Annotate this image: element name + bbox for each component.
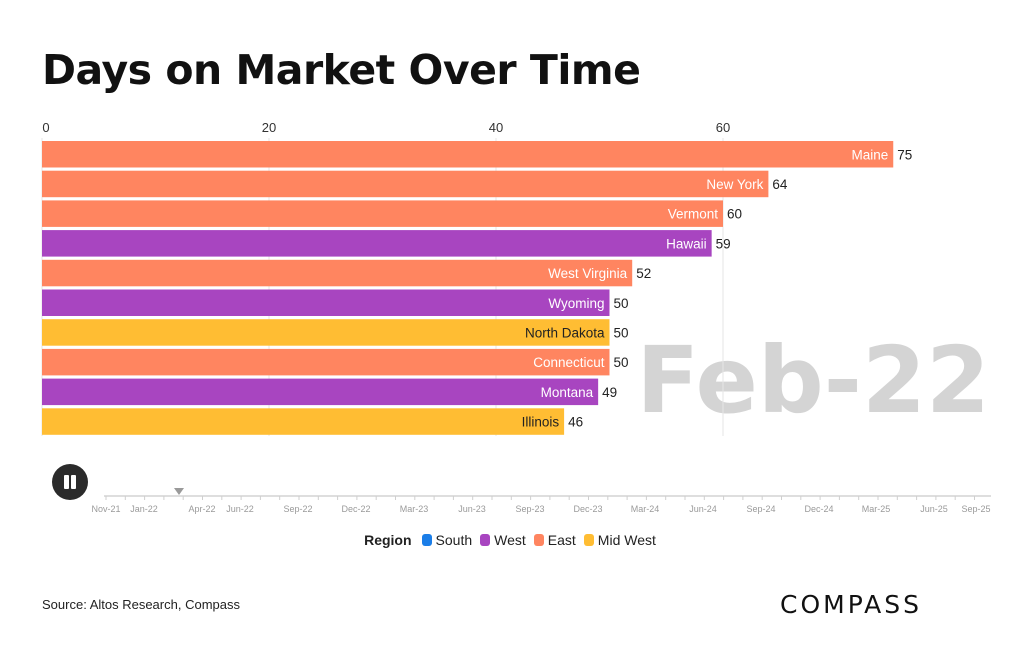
legend-label-mid-west: Mid West (597, 532, 656, 548)
bar-value-label: 59 (716, 236, 731, 251)
bar (42, 348, 610, 376)
timeline-tick-label: Jun-22 (226, 504, 254, 514)
timeline-tick-label: Mar-25 (862, 504, 891, 514)
bar-category-label: New York (706, 177, 763, 192)
bar-category-label: North Dakota (525, 325, 605, 340)
bar (42, 200, 723, 227)
bar-value-label: 64 (772, 177, 788, 192)
timeline-tick-label: Dec-22 (341, 504, 370, 514)
legend-item-south[interactable]: South (421, 532, 473, 548)
timeline-tick-label: Mar-23 (400, 504, 429, 514)
bar-chart: Feb-22 0 20 40 60 Maine 75 New York 64 Vermont 60 H… (41, 120, 990, 436)
timeline-tick-label: Nov-21 (91, 504, 120, 514)
timeline-tick-label: Apr-22 (188, 504, 215, 514)
pause-button[interactable] (52, 464, 88, 500)
legend-item-west[interactable]: West (480, 532, 526, 548)
timeline-slider[interactable]: Nov-21 Jan-22 Apr-22 Jun-22 Sep-22 Dec-22 Mar-… (0, 0, 1020, 530)
bar-value-label: 60 (727, 207, 742, 222)
bar (42, 289, 610, 316)
timeline-handle[interactable] (174, 488, 184, 495)
bar-category-label: Maine (851, 147, 888, 162)
legend-swatch-west (480, 534, 491, 546)
legend-item-east[interactable]: East (533, 532, 576, 548)
bar-category-label: Montana (541, 385, 594, 400)
timeline-tick-label: Jun-25 (920, 504, 948, 514)
timeline-tick-label: Sep-22 (283, 504, 312, 514)
bar-value-label: 52 (636, 266, 651, 281)
legend: Region South West East Mid West (0, 532, 1020, 548)
legend-item-mid-west[interactable]: Mid West (583, 532, 656, 548)
legend-swatch-mid-west (583, 534, 594, 546)
legend-title: Region (364, 532, 412, 548)
legend-swatch-south (421, 534, 432, 546)
compass-logo: COMPASS (780, 590, 923, 619)
bar-category-label: Hawaii (666, 236, 707, 251)
timeline-tick-label: Mar-24 (631, 504, 660, 514)
period-label: Feb-22 (636, 327, 990, 434)
legend-label-east: East (547, 532, 576, 548)
bar (42, 319, 610, 346)
bar (42, 170, 769, 198)
legend-label-south: South (435, 532, 473, 548)
bar (42, 259, 633, 287)
pause-icon-bar (71, 475, 76, 489)
bar-category-label: Illinois (522, 415, 560, 430)
timeline-tick-label: Sep-24 (746, 504, 775, 514)
legend-label-west: West (494, 532, 526, 548)
chart-title: Days on Market Over Time (42, 46, 641, 94)
bar-category-label: Vermont (668, 207, 719, 222)
bar (42, 378, 599, 406)
bar-value-label: 46 (568, 415, 583, 430)
x-tick-label: 60 (716, 120, 730, 135)
legend-swatch-east (533, 534, 544, 546)
timeline-tick-label: Jun-23 (458, 504, 486, 514)
timeline-tick-label: Jun-24 (689, 504, 717, 514)
timeline-tick-label: Dec-24 (804, 504, 833, 514)
bar (42, 408, 565, 435)
bar-category-label: West Virginia (548, 266, 628, 281)
timeline-tick-label: Sep-23 (515, 504, 544, 514)
bar-category-label: Wyoming (548, 296, 604, 311)
bar-value-label: 49 (602, 385, 617, 400)
x-tick-label: 0 (42, 120, 49, 135)
timeline-tick-label: Sep-25 (961, 504, 990, 514)
timeline-tick-label: Jan-22 (130, 504, 158, 514)
x-tick-label: 20 (262, 120, 276, 135)
bar-value-label: 75 (897, 147, 912, 162)
bar-category-label: Connecticut (533, 355, 605, 370)
bar-value-label: 50 (614, 355, 629, 370)
x-tick-label: 40 (489, 120, 503, 135)
bar-value-label: 50 (614, 325, 629, 340)
bar (42, 141, 894, 168)
pause-icon (64, 475, 69, 489)
timeline-tick-label: Dec-23 (573, 504, 602, 514)
bar-value-label: 50 (614, 296, 629, 311)
source-note: Source: Altos Research, Compass (42, 597, 240, 612)
bar (42, 230, 712, 257)
